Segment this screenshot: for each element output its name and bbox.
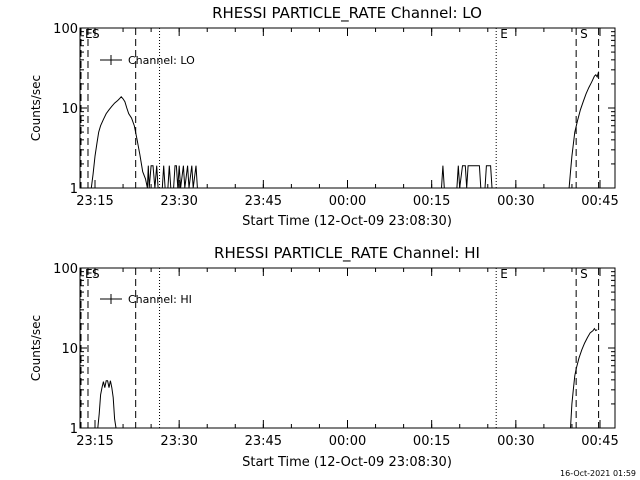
time-marker-label: S	[92, 267, 100, 281]
y-tick-label: 100	[53, 262, 78, 277]
time-marker-label: S	[580, 27, 588, 41]
time-marker-label: S	[92, 27, 100, 41]
x-tick-label: 00:30	[497, 434, 534, 449]
footer-timestamp: 16-Oct-2021 01:59	[560, 469, 636, 478]
time-marker-label: E	[85, 267, 93, 281]
y-axis-label: Counts/sec	[29, 315, 43, 381]
series-line	[568, 71, 600, 189]
time-marker-label: S	[580, 267, 588, 281]
legend: Channel: LO	[100, 54, 195, 67]
y-tick-label: 100	[53, 22, 78, 37]
x-axis-label: Start Time (12-Oct-09 23:08:30)	[242, 214, 452, 229]
x-tick-label: 00:45	[581, 434, 618, 449]
x-tick-label: 00:45	[581, 194, 618, 209]
time-marker-label: E	[500, 267, 508, 281]
x-tick-label: 23:45	[245, 434, 282, 449]
time-marker-label: E	[500, 27, 508, 41]
x-tick-label: 23:15	[76, 434, 113, 449]
legend: Channel: HI	[100, 293, 192, 306]
x-tick-label: 00:15	[413, 434, 450, 449]
series-line	[441, 165, 493, 189]
y-tick-label: 1	[70, 182, 78, 197]
x-tick-label: 00:00	[329, 194, 366, 209]
x-tick-label: 23:30	[160, 194, 197, 209]
x-axis-label: Start Time (12-Oct-09 23:08:30)	[242, 455, 452, 470]
axis-ticks: 1 10 100 23:15 23:30 23:45 00:00 00:15 00:30 00:4…	[53, 22, 619, 209]
plot-frame	[79, 27, 616, 189]
x-tick-label: 23:15	[76, 194, 113, 209]
legend-label: Channel: HI	[128, 293, 192, 306]
series-line	[570, 327, 598, 429]
x-tick-label: 00:15	[413, 194, 450, 209]
x-tick-label: 00:30	[497, 194, 534, 209]
x-tick-label: 23:45	[245, 194, 282, 209]
series-line	[97, 380, 117, 429]
y-tick-label: 1	[70, 422, 78, 437]
x-tick-label: 23:30	[160, 434, 197, 449]
legend-label: Channel: LO	[128, 54, 195, 67]
chart-title: RHESSI PARTICLE_RATE Channel: LO	[212, 4, 482, 23]
chart-panel-hi: RHESSI PARTICLE_RATE Channel: HI Counts/…	[29, 244, 619, 470]
y-tick-label: 10	[61, 102, 78, 117]
y-tick-label: 10	[61, 342, 78, 357]
chart-title: RHESSI PARTICLE_RATE Channel: HI	[214, 244, 480, 263]
data-series	[97, 327, 598, 429]
x-tick-label: 00:00	[329, 434, 366, 449]
data-series	[90, 71, 600, 189]
time-marker-label: E	[85, 27, 93, 41]
y-axis-label: Counts/sec	[29, 75, 43, 141]
plot-frame	[79, 267, 616, 429]
axis-ticks: 1 10 100 23:15 23:30 23:45 00:00 00:15 00:30 00:4…	[53, 262, 619, 449]
chart-panel-lo: RHESSI PARTICLE_RATE Channel: LO Counts/…	[29, 4, 619, 229]
series-line	[90, 96, 198, 189]
